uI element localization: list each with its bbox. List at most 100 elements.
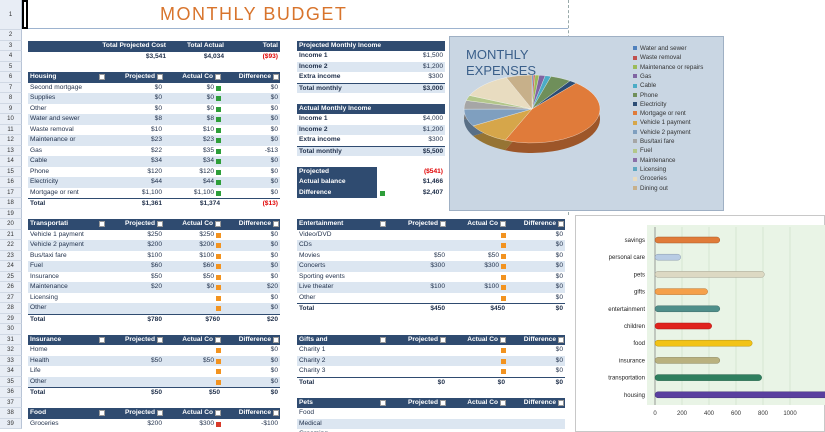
cell [447,366,507,377]
filter-button[interactable] [558,221,564,227]
cell: $0 [270,125,278,133]
filter-button[interactable] [157,221,163,227]
status-icon [216,232,221,238]
cell [106,376,164,387]
category-label: entertainment [608,307,645,313]
cell: $0 [222,355,280,366]
row-header: 8 [0,93,22,104]
row-header: 15 [0,166,22,177]
row-header: 7 [0,82,22,93]
bar [654,236,721,244]
cell: Other [28,303,106,314]
cell: $50 [106,387,164,398]
cell: $120 [147,167,162,175]
row-header: 29 [0,313,22,324]
status-icon [216,306,221,311]
filter-button[interactable] [215,336,221,343]
cell: $1,200 [377,124,445,135]
row-header: 27 [0,292,22,303]
filter-button[interactable] [558,399,564,406]
cell: $0 [222,376,280,387]
cell: Difference [297,187,377,198]
filter-button[interactable] [273,221,279,227]
filter-button[interactable] [558,336,564,343]
filter-button[interactable] [380,399,386,406]
filter-button[interactable] [500,336,506,343]
cell [507,408,565,419]
cell [164,345,222,356]
row-header: 39 [0,418,22,429]
cell: Income 2 [297,61,377,72]
filter-button[interactable] [273,410,279,416]
row-header: 26 [0,282,22,293]
cell [164,366,222,377]
row-header: 14 [0,156,22,167]
cell: $34 [164,156,222,167]
cell: $0 [164,83,222,94]
filter-button[interactable] [215,74,221,80]
pie-chart: MONTHLY EXPENSES Water and sewer Waste re… [449,36,724,211]
filter-button[interactable] [440,221,446,227]
row-header: 16 [0,177,22,188]
filter-button[interactable] [440,399,446,406]
cell: $20 [222,313,280,325]
filter-button[interactable] [440,336,446,343]
title: MONTHLY BUDGET [160,4,348,24]
filter-button[interactable] [215,410,221,416]
filter-button[interactable] [273,74,279,80]
cell: $0 [555,346,563,353]
legend-entry: Maintenance [633,156,675,165]
cell [387,272,447,283]
cell: $0 [270,272,278,280]
filter-button[interactable] [99,221,105,227]
cell: $120 [164,167,222,178]
cell: $0 [222,93,280,104]
cell: $0 [154,83,162,91]
status-icon [501,253,506,259]
cell: Total monthly [297,82,377,93]
cell: $0 [555,367,563,374]
filter-button[interactable] [99,336,105,343]
status-icon [501,369,506,374]
cell [164,376,222,387]
filter-button[interactable] [157,336,163,343]
row-header: 37 [0,397,22,408]
row-header: 1 [0,0,22,30]
cell: CDs [297,240,387,251]
cell: $1,361 [106,198,164,209]
legend-entry: Dining out [633,184,668,193]
category-label: children [624,324,645,330]
cell: $0 [222,135,280,146]
cell: $50 [164,387,222,398]
status-icon [501,285,506,290]
filter-button[interactable] [500,399,506,406]
cell [507,418,565,429]
filter-button[interactable] [380,221,386,227]
cell: Charity 2 [297,355,387,366]
status-icon [216,285,221,290]
filter-button[interactable] [157,74,163,80]
filter-button[interactable] [380,336,386,343]
cell: $20 [222,282,280,293]
cell [106,345,164,356]
status-icon [216,138,221,143]
cell: Income 2 [297,124,377,135]
cell: $23 [164,135,222,146]
cell: Projected [387,334,447,345]
filter-button[interactable] [99,410,105,416]
cell: Phone [30,167,50,175]
filter-button[interactable] [500,221,506,227]
legend-entry: Cable [633,81,656,90]
cell: $1,200 [377,61,445,72]
filter-button[interactable] [273,336,279,343]
filter-button[interactable] [157,410,163,416]
cell: Pets [297,397,387,408]
row-header: 24 [0,261,22,272]
cell: Mortgage or rent [30,188,79,196]
filter-button[interactable] [215,221,221,227]
cell: $20 [106,282,164,293]
status-icon [216,264,221,269]
filter-button[interactable] [99,74,105,80]
cell: Total [28,313,106,325]
cell: $0 [164,93,222,104]
